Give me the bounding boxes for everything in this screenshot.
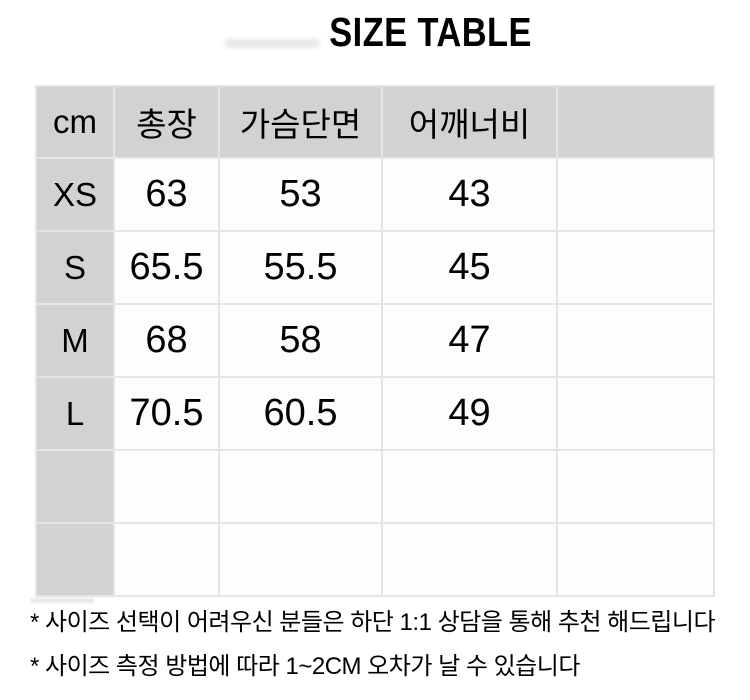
size-table: cm 총장 가슴단면 어깨너비 XS 63 53 43 S 65.5 55.5 [35, 85, 715, 597]
header-cell-chest: 가슴단면 [218, 85, 383, 159]
value-cell: 63 [113, 157, 220, 232]
value-cell: 45 [381, 230, 558, 305]
size-cell: S [35, 230, 115, 305]
table-header-row: cm 총장 가슴단면 어깨너비 [35, 85, 715, 159]
value-cell [381, 449, 558, 524]
value-cell: 68 [113, 303, 220, 378]
page-title: SIZE TABLE [329, 9, 533, 55]
table-row-m: M 68 58 47 [35, 303, 715, 378]
value-cell: 58 [218, 303, 383, 378]
table-row-s: S 65.5 55.5 45 [35, 230, 715, 305]
value-cell: 43 [381, 157, 558, 232]
value-cell: 65.5 [113, 230, 220, 305]
value-cell [556, 303, 715, 378]
value-cell [556, 157, 715, 232]
unit-header-cell: cm [35, 85, 115, 159]
value-cell: 47 [381, 303, 558, 378]
size-cell: XS [35, 157, 115, 232]
value-cell [381, 522, 558, 597]
page-title-row: SIZE TABLE [0, 6, 750, 58]
value-cell [556, 522, 715, 597]
value-cell [556, 376, 715, 451]
size-note-consult: * 사이즈 선택이 어려우신 분들은 하단 1:1 상담을 통해 추천 해드립니… [30, 609, 716, 636]
value-cell [556, 230, 715, 305]
table-row-xs: XS 63 53 43 [35, 157, 715, 232]
size-cell: M [35, 303, 115, 378]
header-cell-total-length: 총장 [113, 85, 220, 159]
size-cell [35, 522, 115, 597]
value-cell [556, 449, 715, 524]
value-cell [218, 449, 383, 524]
header-cell-empty [556, 85, 715, 159]
table-row-empty-1 [35, 449, 715, 524]
value-cell: 60.5 [218, 376, 383, 451]
value-cell [113, 522, 220, 597]
size-cell: L [35, 376, 115, 451]
value-cell [218, 522, 383, 597]
table-row-l: L 70.5 60.5 49 [35, 376, 715, 451]
header-cell-shoulder: 어깨너비 [381, 85, 558, 159]
table-row-empty-2 [35, 522, 715, 597]
watermark-smudge [225, 39, 320, 48]
size-cell [35, 449, 115, 524]
value-cell: 53 [218, 157, 383, 232]
value-cell: 70.5 [113, 376, 220, 451]
value-cell [113, 449, 220, 524]
table-edge-smudge [30, 598, 94, 603]
size-table-container: cm 총장 가슴단면 어깨너비 XS 63 53 43 S 65.5 55.5 [35, 85, 715, 597]
value-cell: 49 [381, 376, 558, 451]
size-note-tolerance: * 사이즈 측정 방법에 따라 1~2CM 오차가 날 수 있습니다 [30, 653, 580, 680]
value-cell: 55.5 [218, 230, 383, 305]
